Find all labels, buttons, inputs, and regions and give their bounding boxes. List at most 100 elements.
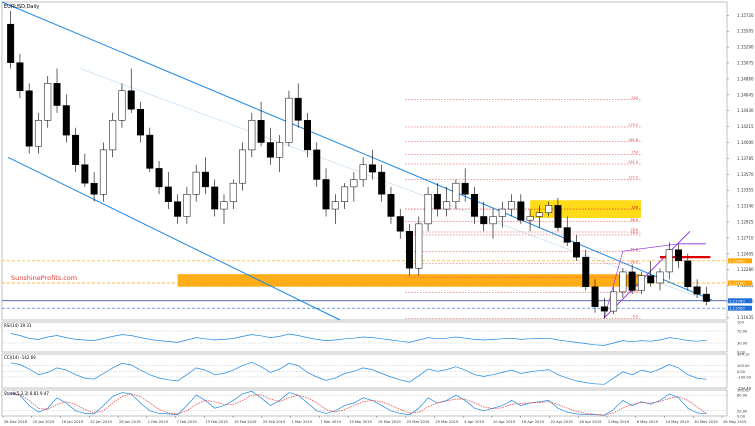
- price-axis-badge-text: 1.11500: [729, 306, 745, 311]
- date-tick-label: 7 Mar 2019: [320, 420, 341, 424]
- rsi-panel-y-tick-label: 30.00: [737, 342, 748, 346]
- candle-body: [285, 97, 293, 143]
- date-tick-label: 25 Feb 2019: [263, 420, 286, 424]
- candle-body: [239, 149, 247, 184]
- candle-body: [25, 90, 33, 147]
- date-tick-label: 19 Feb 2019: [234, 420, 257, 424]
- cci-panel-y-tick-label: 100.00: [737, 364, 750, 368]
- price-y-tick-label: 1.13570: [737, 172, 754, 177]
- candle-body: [526, 216, 534, 221]
- fib-level-label: 175.0: [628, 123, 638, 127]
- candle-body: [665, 249, 673, 273]
- candle-body: [211, 186, 219, 210]
- stoch-panel-title: Stoch(5,3,3) 8.81 9.47: [4, 391, 49, 396]
- candle-body: [554, 205, 562, 228]
- candle-body: [647, 275, 655, 284]
- candle-body: [331, 201, 339, 210]
- fib-level-label: 100: [632, 205, 638, 209]
- rsi-panel-title: RSI(14) 39.31: [4, 323, 32, 328]
- cci-panel-y-tick-label: -100.00: [737, 375, 752, 379]
- candle-body: [387, 194, 395, 217]
- date-tick-label: 26 Apr 2019: [579, 420, 602, 424]
- candle-body: [99, 149, 107, 195]
- candle-body: [7, 23, 15, 63]
- date-tick-label: 29 Mar 2019: [435, 420, 458, 424]
- price-y-tick-label: 1.15075: [737, 61, 754, 66]
- price-y-tick-label: 1.11635: [737, 315, 754, 320]
- candle-body: [313, 149, 321, 180]
- price-frame: [1, 1, 728, 321]
- candle-body: [183, 194, 191, 217]
- fib-level-label: 78.6: [630, 228, 638, 232]
- date-tick-label: 1 Feb 2019: [148, 420, 169, 424]
- candle-body: [582, 256, 590, 287]
- candle-body: [461, 182, 469, 195]
- fib-level-label: 150: [632, 151, 638, 155]
- watermark: SunshineProfits.com: [11, 274, 77, 282]
- candle-body: [517, 201, 525, 221]
- candle-body: [137, 108, 145, 136]
- candle-body: [452, 182, 460, 202]
- fib-level-label: 88.6: [630, 218, 638, 222]
- price-axis-badge-text: 1.11700: [729, 298, 745, 303]
- cci-panel-series-line: [10, 361, 707, 385]
- candle-body: [127, 90, 135, 110]
- support-zone-orange: [177, 274, 641, 287]
- candle-body: [415, 223, 423, 269]
- rsi-panel-frame: [1, 321, 728, 353]
- date-tick-label: 16 Jan 2019: [62, 420, 84, 424]
- candle-body: [146, 134, 154, 169]
- candle-body: [480, 216, 488, 225]
- rsi-panel-y-tick-label: 70.00: [737, 330, 748, 334]
- stoch-panel-y-tick-label: 20.00: [737, 409, 748, 413]
- candle-body: [591, 286, 599, 307]
- rsi-panel: 100 70.00 30.00 0.00 RSI(14) 39.31: [1, 321, 748, 355]
- candle-body: [628, 271, 636, 291]
- candle-body: [433, 194, 441, 210]
- price-y-tick-label: 1.15505: [737, 29, 754, 34]
- candle-body: [341, 186, 349, 202]
- price-y-tick-label: 1.14645: [737, 92, 754, 97]
- candle-body: [535, 212, 543, 217]
- candle-body: [90, 182, 98, 195]
- channel-mid-line: [79, 68, 701, 299]
- stoch-panel-frame: [1, 389, 728, 417]
- price-y-tick-label: 1.13355: [737, 188, 754, 193]
- candle-body: [619, 271, 627, 293]
- price-y-tick-label: 1.15720: [737, 13, 754, 18]
- candle-body: [34, 120, 42, 147]
- date-tick-label: 25 Mar 2019: [407, 420, 430, 424]
- date-tick-label: 28 Jan 2019: [119, 420, 141, 424]
- date-tick-label: 10 Apr 2019: [493, 420, 516, 424]
- fib-level-label: 100: [632, 205, 638, 209]
- cci-panel-title: CCI(14) -142.69: [4, 355, 36, 360]
- cci-panel-y-tick-label: 0.00: [737, 370, 746, 374]
- candle-body: [118, 90, 126, 121]
- candle-body: [276, 142, 284, 158]
- price-y-tick-label: 1.14215: [737, 124, 754, 129]
- date-tick-label: 13 Mar 2019: [349, 420, 372, 424]
- price-axis-badge: [728, 298, 752, 304]
- candle-body: [350, 179, 358, 188]
- price-axis-badge: [728, 280, 752, 286]
- date-tick-label: 13 Feb 2019: [205, 420, 228, 424]
- cci-panel-y-tick-label: -294.46: [737, 387, 752, 391]
- candle-body: [322, 179, 330, 210]
- candle-body: [81, 164, 89, 184]
- fib-level-label: 76.4: [630, 231, 638, 235]
- candle-body: [637, 275, 645, 291]
- date-tick-label: 22 Apr 2019: [550, 420, 573, 424]
- date-tick-label: 1 Mar 2019: [292, 420, 313, 424]
- candle-body: [359, 164, 367, 180]
- candle-body: [44, 83, 52, 121]
- price-panel: 1.15720 1.15505 1.15290 1.15075 1.14860 1.146…: [1, 1, 754, 321]
- fib-level-label: 200: [632, 96, 638, 100]
- date-tick-label: 4 Apr 2019: [464, 420, 485, 424]
- candle-body: [702, 293, 710, 302]
- price-y-tick-label: 1.13785: [737, 156, 754, 161]
- fib-level-label: 161.8: [628, 138, 638, 142]
- candle-body: [220, 201, 228, 210]
- date-tick-label: 2 May 2019: [608, 420, 630, 424]
